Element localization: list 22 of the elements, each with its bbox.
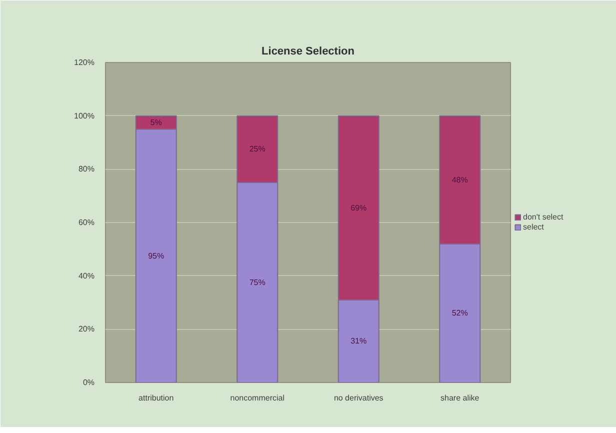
y-tick-label: 60% [78, 218, 95, 227]
y-tick-label: 120% [74, 58, 95, 67]
y-tick-label: 80% [78, 164, 95, 174]
y-tick-label: 40% [78, 271, 95, 280]
data-label: 25% [249, 144, 266, 154]
data-label: 5% [150, 118, 162, 127]
data-label: 69% [350, 203, 367, 212]
y-tick-label: 100% [74, 111, 95, 120]
data-label: 48% [452, 175, 468, 184]
legend-label: select [523, 222, 544, 232]
data-label: 52% [452, 308, 468, 318]
legend-label: don't select [523, 212, 564, 222]
data-label: 31% [350, 336, 367, 346]
chart-title: License Selection [262, 46, 355, 58]
data-label: 95% [148, 251, 164, 260]
y-tick-label: 20% [78, 324, 95, 334]
y-tick-label: 0% [82, 378, 94, 387]
data-label: 75% [249, 278, 266, 287]
x-tick-label: no derivatives [334, 394, 384, 402]
x-tick-label: share alike [440, 394, 480, 402]
x-tick-label: attribution [138, 394, 174, 402]
x-tick-label: noncommercial [230, 394, 285, 402]
